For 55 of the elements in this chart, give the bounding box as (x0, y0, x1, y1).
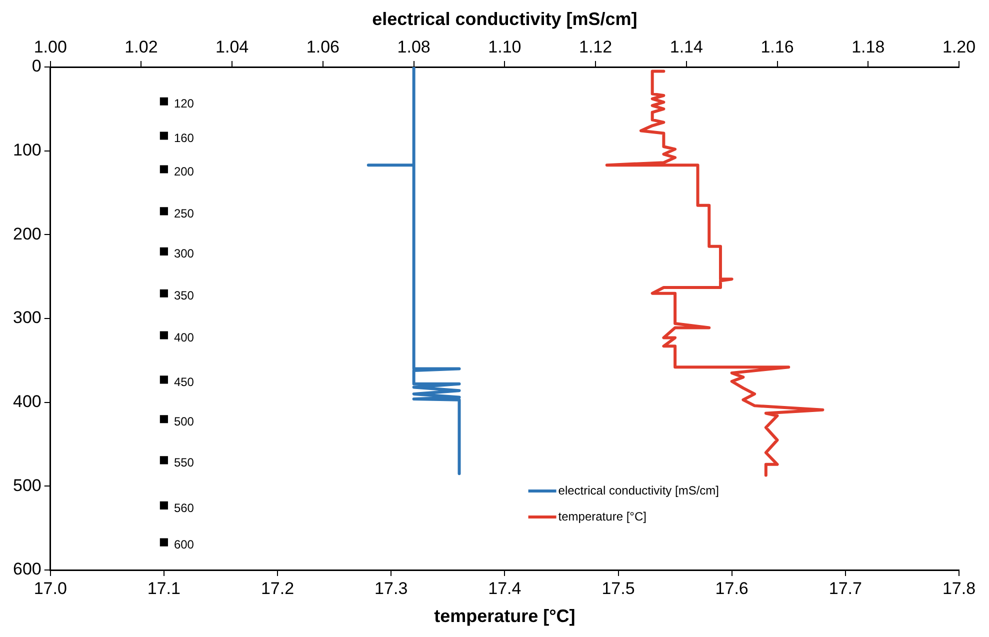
legend-label: electrical conductivity [mS/cm] (558, 483, 720, 498)
y-tick-label: 500 (12, 476, 42, 495)
point (160, 289, 168, 298)
x-tick-label: 17.7 (828, 578, 862, 598)
x2-tick-label: 1.14 (670, 37, 703, 56)
x2-tick-label: 1.00 (34, 37, 67, 56)
annotation: 500 (174, 414, 194, 428)
x2-axis-title: electrical conductivity [mS/cm] (372, 8, 638, 29)
annotation: 350 (174, 288, 194, 303)
point (160, 415, 168, 424)
point (160, 247, 168, 256)
point (160, 97, 168, 106)
point (160, 207, 168, 216)
point (160, 376, 168, 384)
legend-label: temperature [°C] (558, 509, 646, 524)
annotation: 120 (174, 96, 194, 111)
x2-tick-label: 1.04 (216, 37, 249, 56)
x-tick-label: 17.2 (260, 578, 294, 598)
annotation: 560 (174, 500, 194, 515)
y-tick-label: 100 (12, 140, 42, 160)
annotation: 160 (174, 131, 194, 146)
annotation: 200 (174, 164, 194, 179)
x2-tick-label: 1.10 (488, 37, 522, 56)
point (160, 132, 168, 140)
x2-tick-label: 1.12 (579, 37, 612, 56)
x2-tick-label: 1.18 (852, 37, 885, 56)
x2-tick-label: 1.08 (397, 37, 430, 56)
x2-tick-label: 1.02 (124, 37, 158, 56)
y-tick-label: 600 (12, 560, 42, 579)
x2-tick-label: 1.06 (306, 37, 340, 56)
y-tick-label: 300 (12, 308, 42, 328)
y-tick-label: 400 (12, 392, 42, 412)
annotation: 250 (174, 206, 194, 221)
point (160, 456, 168, 464)
point (160, 165, 168, 174)
x-tick-label: 17.0 (34, 578, 67, 598)
annotation: 600 (174, 538, 194, 552)
annotation: 300 (174, 246, 194, 261)
annotation: 450 (174, 375, 194, 390)
x2-tick-label: 1.20 (942, 37, 976, 56)
x-tick-label: 17.3 (374, 578, 408, 598)
point (160, 501, 168, 510)
annotation: 550 (174, 455, 194, 470)
x-axis-title: temperature [°C] (434, 606, 576, 626)
x-tick-label: 17.4 (488, 578, 522, 598)
point (160, 331, 168, 340)
x-tick-label: 17.8 (942, 578, 976, 598)
x-tick-label: 17.6 (715, 578, 748, 598)
x-tick-label: 17.5 (602, 578, 635, 598)
x2-tick-label: 1.16 (760, 37, 794, 56)
y-tick-label: 0 (32, 56, 42, 76)
y-tick-label: 200 (12, 224, 42, 244)
annotation: 400 (174, 330, 194, 345)
point (160, 538, 168, 546)
x-tick-label: 17.1 (147, 578, 180, 598)
